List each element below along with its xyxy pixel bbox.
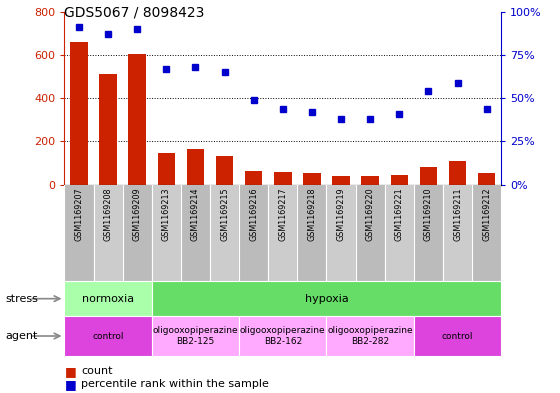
Bar: [216, 156, 234, 185]
Text: GSM1169211: GSM1169211: [453, 187, 462, 241]
Text: count: count: [81, 366, 113, 376]
Text: agent: agent: [6, 331, 38, 341]
Text: ■: ■: [64, 365, 76, 378]
Text: GSM1169212: GSM1169212: [482, 187, 491, 241]
Bar: [326, 185, 356, 281]
Bar: [414, 316, 501, 356]
Text: GSM1169218: GSM1169218: [307, 187, 316, 241]
Bar: [64, 185, 94, 281]
Text: GSM1169213: GSM1169213: [162, 187, 171, 241]
Text: stress: stress: [6, 294, 39, 304]
Bar: [297, 185, 326, 281]
Bar: [181, 185, 210, 281]
Text: GSM1169214: GSM1169214: [191, 187, 200, 241]
Text: oligooxopiperazine
BB2-125: oligooxopiperazine BB2-125: [153, 326, 238, 346]
Bar: [332, 176, 350, 185]
Bar: [123, 185, 152, 281]
Bar: [443, 185, 472, 281]
Bar: [274, 172, 292, 185]
Text: GSM1169220: GSM1169220: [366, 187, 375, 241]
Bar: [210, 185, 239, 281]
Bar: [157, 153, 175, 185]
Bar: [152, 316, 239, 356]
Text: normoxia: normoxia: [82, 294, 134, 304]
Bar: [94, 185, 123, 281]
Bar: [414, 185, 443, 281]
Bar: [64, 281, 152, 316]
Bar: [152, 185, 181, 281]
Text: GSM1169219: GSM1169219: [337, 187, 346, 241]
Text: GSM1169209: GSM1169209: [133, 187, 142, 241]
Bar: [478, 173, 496, 185]
Text: oligooxopiperazine
BB2-282: oligooxopiperazine BB2-282: [328, 326, 413, 346]
Bar: [326, 316, 414, 356]
Bar: [472, 185, 501, 281]
Bar: [128, 54, 146, 185]
Bar: [419, 167, 437, 185]
Text: GSM1169215: GSM1169215: [220, 187, 229, 241]
Text: GSM1169208: GSM1169208: [104, 187, 113, 241]
Text: GSM1169210: GSM1169210: [424, 187, 433, 241]
Bar: [449, 161, 466, 185]
Bar: [390, 175, 408, 185]
Text: hypoxia: hypoxia: [305, 294, 348, 304]
Bar: [356, 185, 385, 281]
Text: GSM1169221: GSM1169221: [395, 187, 404, 241]
Text: control: control: [442, 332, 473, 340]
Text: GSM1169207: GSM1169207: [74, 187, 83, 241]
Bar: [268, 185, 297, 281]
Bar: [239, 316, 326, 356]
Text: GSM1169216: GSM1169216: [249, 187, 258, 241]
Bar: [303, 173, 321, 185]
Bar: [152, 281, 501, 316]
Bar: [385, 185, 414, 281]
Bar: [70, 42, 88, 185]
Bar: [239, 185, 268, 281]
Bar: [361, 176, 379, 185]
Text: oligooxopiperazine
BB2-162: oligooxopiperazine BB2-162: [240, 326, 325, 346]
Bar: [64, 316, 152, 356]
Text: GSM1169217: GSM1169217: [278, 187, 287, 241]
Text: ■: ■: [64, 378, 76, 391]
Text: control: control: [92, 332, 124, 340]
Text: percentile rank within the sample: percentile rank within the sample: [81, 379, 269, 389]
Bar: [186, 149, 204, 185]
Bar: [99, 74, 117, 185]
Text: GDS5067 / 8098423: GDS5067 / 8098423: [64, 6, 205, 20]
Bar: [245, 171, 263, 185]
